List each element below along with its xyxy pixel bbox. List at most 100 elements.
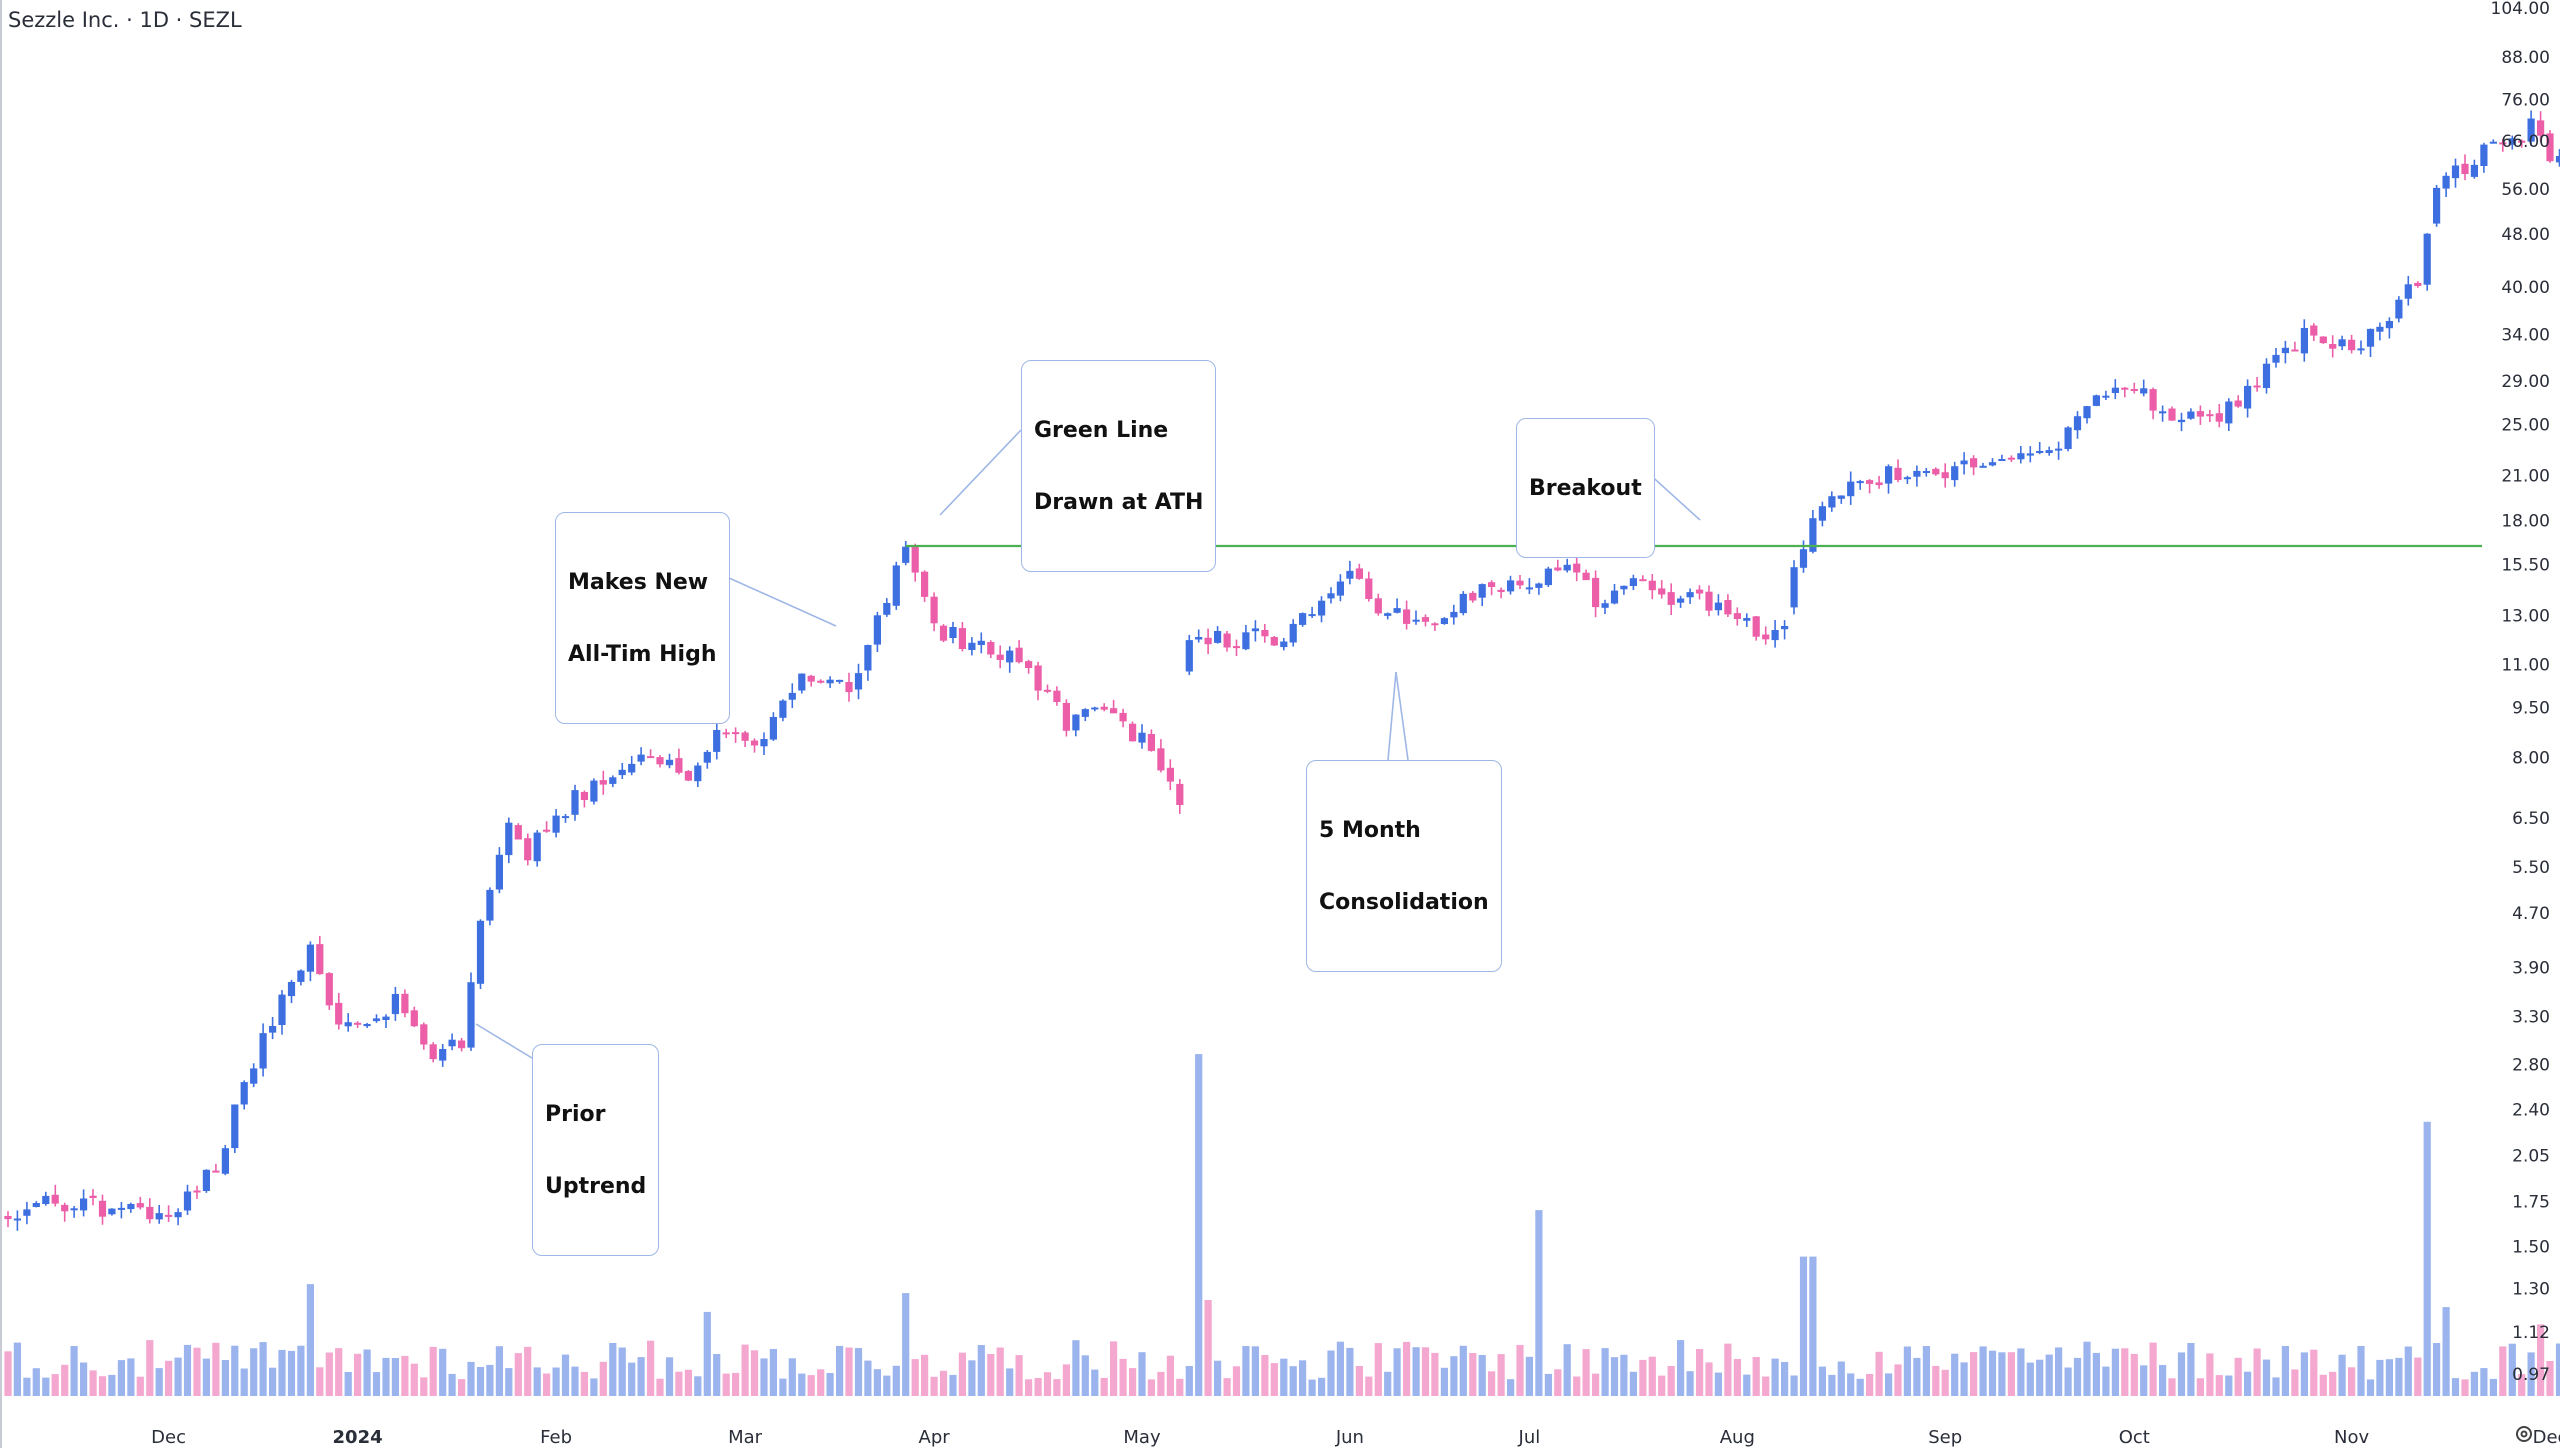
candle-body bbox=[2253, 385, 2261, 388]
x-tick-label: Oct bbox=[2119, 1427, 2150, 1448]
candle-body bbox=[202, 1169, 210, 1191]
volume-bar bbox=[599, 1361, 607, 1396]
candle-body bbox=[1251, 628, 1259, 632]
candle-body bbox=[2329, 344, 2337, 349]
candle-body bbox=[1223, 633, 1231, 648]
volume-bar bbox=[2187, 1343, 2195, 1396]
candle-body bbox=[70, 1208, 78, 1211]
volume-bar bbox=[2385, 1359, 2393, 1396]
volume-bar bbox=[250, 1348, 258, 1396]
volume-bar bbox=[2433, 1343, 2441, 1396]
volume-bar bbox=[1639, 1359, 1647, 1396]
y-tick-label: 4.70 bbox=[2512, 904, 2550, 924]
volume-layer bbox=[4, 1054, 2560, 1396]
y-tick-label: 18.00 bbox=[2501, 512, 2550, 532]
candle-body bbox=[1318, 600, 1326, 616]
candle-body bbox=[2518, 140, 2526, 143]
candle-body bbox=[939, 625, 948, 641]
candle-body bbox=[2064, 427, 2072, 449]
candle-body bbox=[741, 732, 749, 741]
candle-body bbox=[372, 1018, 381, 1022]
volume-bar bbox=[80, 1362, 88, 1396]
candle-body bbox=[221, 1148, 229, 1174]
candle-body bbox=[1185, 640, 1193, 672]
candle-body bbox=[212, 1170, 220, 1173]
y-tick-label: 2.40 bbox=[2512, 1100, 2550, 1120]
y-tick-label: 9.50 bbox=[2512, 698, 2550, 718]
volume-bar bbox=[703, 1311, 711, 1396]
candle-body bbox=[845, 682, 853, 693]
volume-bar bbox=[2253, 1348, 2261, 1396]
x-tick-label: Aug bbox=[1720, 1427, 1755, 1448]
volume-bar bbox=[675, 1371, 683, 1396]
candle-body bbox=[2508, 138, 2516, 145]
volume-bar bbox=[382, 1357, 390, 1396]
candle-body bbox=[2357, 348, 2365, 351]
volume-bar bbox=[2376, 1359, 2384, 1396]
volume-bar bbox=[221, 1360, 229, 1396]
volume-bar bbox=[561, 1354, 570, 1396]
volume-bar bbox=[2149, 1342, 2157, 1396]
x-tick-label: Jul bbox=[1518, 1427, 1541, 1448]
volume-bar bbox=[996, 1347, 1004, 1396]
candle-body bbox=[108, 1208, 116, 1215]
candle-body bbox=[1686, 592, 1694, 598]
candle-body bbox=[2262, 363, 2271, 388]
volume-bar bbox=[1129, 1368, 1137, 1396]
volume-bar bbox=[193, 1347, 201, 1396]
gear-icon[interactable] bbox=[2514, 1424, 2534, 1444]
candle-body bbox=[420, 1024, 428, 1045]
volume-bar bbox=[1440, 1367, 1448, 1396]
candle-body bbox=[1365, 578, 1373, 599]
candle-body bbox=[2111, 387, 2119, 393]
volume-bar bbox=[1251, 1346, 1259, 1396]
volume-bar bbox=[1733, 1359, 1741, 1396]
volume-bar bbox=[2244, 1371, 2252, 1396]
volume-bar bbox=[514, 1353, 522, 1396]
candle-body bbox=[1374, 598, 1382, 614]
candle-body bbox=[2461, 163, 2469, 174]
volume-bar bbox=[2508, 1343, 2516, 1396]
candle-body bbox=[2310, 325, 2318, 336]
candle-body bbox=[1289, 623, 1297, 643]
volume-bar bbox=[580, 1371, 588, 1396]
volume-bar bbox=[665, 1357, 674, 1396]
volume-bar bbox=[1592, 1373, 1600, 1396]
volume-bar bbox=[2480, 1368, 2488, 1396]
candle-body bbox=[1960, 460, 1968, 465]
candle-body bbox=[2537, 120, 2545, 136]
candle-body bbox=[1875, 482, 1883, 486]
y-tick-label: 6.50 bbox=[2512, 809, 2550, 829]
volume-bar bbox=[1166, 1355, 1174, 1396]
candle-body bbox=[628, 763, 636, 773]
candle-body bbox=[183, 1191, 192, 1211]
volume-bar bbox=[968, 1360, 976, 1396]
candle-body bbox=[287, 982, 296, 997]
candle-body bbox=[1478, 584, 1486, 598]
volume-bar bbox=[2055, 1347, 2063, 1396]
candle-body bbox=[1006, 650, 1014, 663]
volume-bar bbox=[609, 1343, 617, 1396]
candle-body bbox=[684, 771, 692, 781]
volume-bar bbox=[1270, 1363, 1278, 1396]
y-tick-label: 34.00 bbox=[2501, 326, 2550, 346]
candle-body bbox=[911, 545, 919, 573]
candle-body bbox=[2073, 416, 2082, 431]
y-tick-label: 11.00 bbox=[2501, 656, 2550, 676]
volume-bar bbox=[2291, 1369, 2299, 1396]
volume-bar bbox=[1403, 1341, 1411, 1396]
volume-bar bbox=[1374, 1343, 1382, 1396]
candle-body bbox=[2092, 395, 2100, 406]
volume-bar bbox=[4, 1351, 12, 1396]
volume-bar bbox=[873, 1369, 881, 1396]
candle-body bbox=[2177, 419, 2186, 423]
candle-body bbox=[89, 1195, 97, 1198]
volume-bar bbox=[2357, 1346, 2365, 1396]
volume-bar bbox=[1658, 1375, 1666, 1396]
volume-bar bbox=[363, 1349, 371, 1396]
volume-bar bbox=[2414, 1357, 2422, 1396]
volume-bar bbox=[1336, 1341, 1344, 1396]
volume-bar bbox=[1535, 1210, 1543, 1396]
